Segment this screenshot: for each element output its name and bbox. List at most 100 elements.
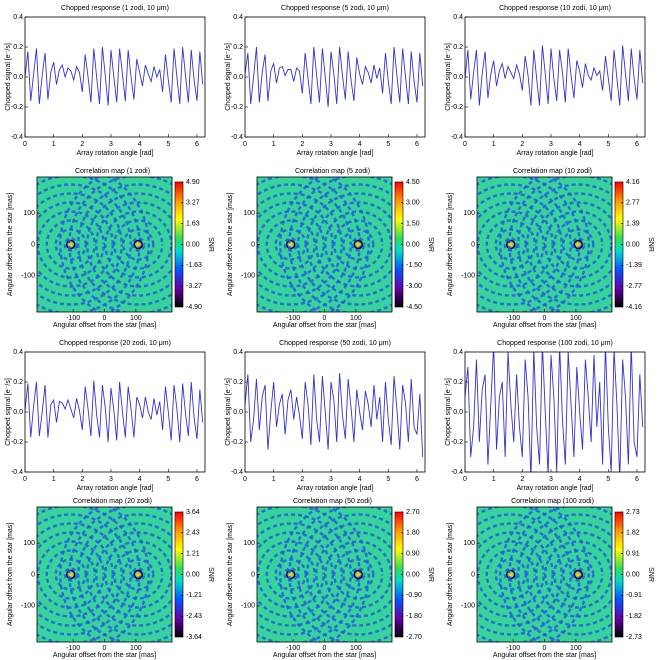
x-tick-label: 5: [166, 476, 170, 483]
map-ring: [122, 228, 155, 261]
colorbar-tick-label: 0.91: [626, 551, 640, 558]
x-tick-label: 3: [329, 141, 333, 148]
y-tick-label: 0.2: [233, 44, 243, 51]
map-ring: [535, 201, 612, 288]
y-axis-label: Angular offset from the star [mas]: [7, 523, 14, 626]
map-ring: [324, 210, 392, 279]
map-peak: [68, 242, 73, 247]
y-tick-label: 0.0: [233, 74, 243, 81]
y-tick-label: -100: [461, 273, 475, 280]
y-tick-label: 0.0: [13, 409, 23, 416]
map-image: [257, 507, 392, 642]
colorbar-tick-label: -2.70: [406, 634, 422, 641]
colorbar-tick-label: 0.00: [186, 571, 200, 578]
map-ring: [54, 228, 87, 261]
colorbar-label: SNR: [647, 237, 654, 252]
x-tick-label: -100: [506, 315, 520, 322]
y-tick-label: -0.2: [11, 104, 23, 111]
chart-title: Correlation map (20 zodi): [73, 498, 152, 505]
colorbar-tick-label: 3.00: [406, 200, 420, 207]
map-ring: [517, 513, 612, 636]
colorbar-label: SNR: [427, 567, 434, 582]
signal-line: [245, 46, 424, 108]
map-ring: [477, 531, 554, 618]
map-ring: [45, 549, 96, 600]
x-tick-label: 2: [300, 476, 304, 483]
chart-title: Correlation map (1 zodi): [75, 168, 150, 175]
map-ring: [113, 219, 164, 270]
map-ring: [517, 183, 612, 306]
map-ring: [306, 192, 392, 297]
colorbar-tick-label: 1.63: [186, 221, 200, 228]
map-ring: [547, 177, 590, 312]
map-ring: [257, 201, 334, 288]
x-axis-label: Angular offset from the star [mas]: [493, 652, 596, 659]
colorbar-tick-label: -0.91: [626, 592, 642, 599]
x-tick-label: 3: [329, 476, 333, 483]
x-tick-label: 6: [635, 476, 639, 483]
y-axis-label: Angular offset from the star [mas]: [447, 523, 454, 626]
y-tick-label: -0.4: [11, 134, 23, 141]
colorbar-tick-label: -1.50: [406, 262, 422, 269]
map-peak-ring: [66, 569, 76, 580]
y-tick-label: -100: [461, 603, 475, 610]
map-ring: [297, 513, 392, 636]
chart-title: Chopped response (1 zodi, 10 μm): [61, 5, 169, 12]
map-ring: [45, 219, 96, 270]
map-ring: [571, 237, 586, 252]
colorbar-tick-label: -1.63: [186, 262, 202, 269]
colorbar-tick-label: 2.43: [186, 530, 200, 537]
map-ring: [494, 558, 527, 591]
colorbar-tick-label: -3.00: [406, 283, 422, 290]
map-peak: [508, 242, 513, 247]
map-ring: [477, 183, 572, 306]
map-peak-ring: [353, 239, 363, 250]
x-axis-label: Array rotation angle [rad]: [76, 150, 153, 157]
colorbar-tick-label: 0.00: [406, 241, 420, 248]
chart-title: Correlation map (5 zodi): [295, 168, 370, 175]
y-tick-label: -0.2: [231, 104, 243, 111]
y-tick-label: 0.0: [453, 74, 463, 81]
y-tick-label: 0.4: [233, 349, 243, 356]
map-peak-ring: [286, 569, 296, 580]
map-ring: [324, 540, 392, 609]
x-tick-label: 1: [272, 141, 276, 148]
map-ring: [283, 237, 298, 252]
map-peak-ring: [506, 239, 516, 250]
x-tick-label: 100: [130, 645, 142, 652]
chart-title: Chopped response (20 zodi, 10 μm): [59, 340, 171, 347]
x-tick-label: 4: [138, 476, 142, 483]
map-ring: [257, 531, 334, 618]
colorbar-tick-label: 0.00: [626, 571, 640, 578]
y-tick-label: -0.4: [231, 469, 243, 476]
map-ring: [571, 567, 586, 582]
y-tick-label: -0.4: [11, 469, 23, 476]
map-ring: [77, 183, 172, 306]
y-tick-label: 0: [471, 241, 475, 248]
colorbar-tick-label: 1.39: [626, 220, 640, 227]
map-ring: [107, 507, 150, 642]
map-peak: [68, 572, 73, 577]
map-ring: [535, 531, 612, 618]
colorbar-tick-label: -4.50: [406, 304, 422, 311]
x-tick-label: -100: [66, 645, 80, 652]
plot-frame: [24, 16, 206, 138]
map-ring: [494, 228, 527, 261]
map-peak: [576, 572, 581, 577]
y-tick-label: 100: [243, 540, 255, 547]
map-ring: [107, 177, 150, 312]
colorbar-tick-label: -3.27: [186, 283, 202, 290]
y-tick-label: 0.2: [453, 44, 463, 51]
map-ring: [279, 507, 322, 642]
x-tick-label: 6: [415, 476, 419, 483]
x-tick-label: 5: [166, 141, 170, 148]
y-tick-label: 100: [23, 540, 35, 547]
map-image: [37, 507, 172, 642]
x-tick-label: 0: [23, 141, 27, 148]
colorbar-tick-label: 0.00: [406, 571, 420, 578]
y-tick-label: 0: [251, 571, 255, 578]
map-ring: [274, 228, 307, 261]
plot-frame: [464, 351, 646, 473]
y-tick-label: 100: [463, 210, 475, 217]
x-tick-label: 4: [358, 141, 362, 148]
